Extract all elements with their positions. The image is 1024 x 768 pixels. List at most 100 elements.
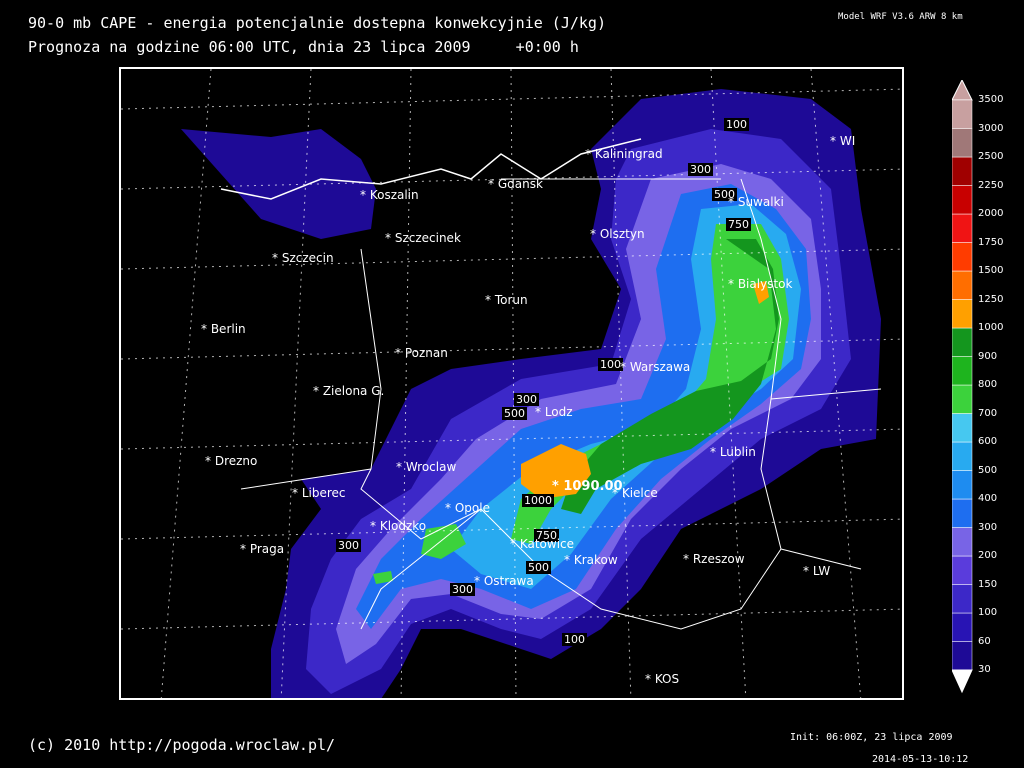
legend-level-label: 2250 bbox=[978, 179, 1004, 191]
map-grid bbox=[121, 69, 902, 698]
contour-label: 100 bbox=[562, 633, 587, 646]
city-name: Zielona G. bbox=[322, 384, 385, 398]
city-label: * Kaliningrad bbox=[585, 147, 663, 161]
city-label: * Lublin bbox=[710, 445, 756, 459]
init-time: Init: 06:00Z, 23 lipca 2009 bbox=[790, 732, 953, 743]
city-name: Torun bbox=[494, 293, 528, 307]
legend-level-label: 500 bbox=[978, 464, 998, 476]
city-label: * LW bbox=[803, 564, 831, 578]
city-name: Gdansk bbox=[497, 177, 543, 191]
city-label: * Zielona G. bbox=[313, 384, 385, 398]
legend-swatch bbox=[952, 441, 973, 471]
legend-swatch bbox=[952, 641, 973, 671]
city-label: * Praga bbox=[240, 542, 285, 556]
city-label: * Warszawa bbox=[620, 360, 691, 374]
city-name: Poznan bbox=[404, 346, 448, 360]
city-name: Opole bbox=[454, 501, 490, 515]
legend-swatch bbox=[952, 128, 973, 158]
color-legend: 30 60 100 150 200 300 400 500 600 700 800 900 1000 12… bbox=[952, 80, 1024, 695]
city-label: * Opole bbox=[445, 501, 490, 515]
legend-level-label: 600 bbox=[978, 436, 998, 447]
city-name: Praga bbox=[249, 542, 285, 556]
city-label: * Liberec bbox=[292, 486, 346, 500]
legend-swatch bbox=[952, 156, 973, 186]
city-label: * Katowice bbox=[510, 537, 575, 551]
contour-label: 300 bbox=[688, 163, 713, 176]
legend-level-label: 3500 bbox=[978, 94, 1004, 105]
city-name: Wroclaw bbox=[405, 460, 457, 474]
legend-level-label: 700 bbox=[978, 407, 998, 419]
legend-level-label: 2500 bbox=[978, 151, 1004, 162]
city-label: * Szczecin bbox=[272, 251, 334, 265]
city-label: * Klodzko bbox=[370, 519, 427, 533]
city-name: Kielce bbox=[621, 486, 658, 500]
contour-label: 750 bbox=[534, 529, 559, 542]
coastline bbox=[220, 138, 642, 200]
contour-label: 300 bbox=[514, 393, 539, 406]
legend-level-label: 60 bbox=[978, 635, 991, 647]
city-name: Koszalin bbox=[369, 188, 419, 202]
legend-level-label: 900 bbox=[978, 350, 998, 362]
cape-contour-30 bbox=[181, 129, 376, 239]
legend-swatch bbox=[952, 384, 973, 414]
legend-level-label: 1750 bbox=[978, 236, 1004, 248]
city-label: * Lodz bbox=[535, 405, 573, 419]
city-label: * Kielce bbox=[612, 486, 658, 500]
legend-overflow-arrow bbox=[952, 80, 973, 101]
city-name: Krakow bbox=[573, 553, 618, 567]
legend-level-label: 1000 bbox=[978, 322, 1004, 333]
legend-swatch bbox=[952, 498, 973, 528]
legend-swatch bbox=[952, 584, 973, 614]
city-label: * Szczecinek bbox=[385, 231, 461, 245]
legend-swatch bbox=[952, 327, 973, 357]
city-name: Rzeszow bbox=[692, 552, 745, 566]
city-label: * Torun bbox=[485, 293, 528, 307]
legend-level-label: 100 bbox=[978, 607, 998, 618]
legend-level-label: 3000 bbox=[978, 122, 1004, 134]
cape-green-ostrawa bbox=[373, 571, 393, 584]
city-label: * Suwalki bbox=[728, 195, 784, 209]
city-label: * Krakow bbox=[564, 553, 618, 567]
legend-level-label: 1250 bbox=[978, 293, 1004, 305]
city-label: * KOS bbox=[645, 672, 680, 686]
contour-label: 500 bbox=[526, 561, 551, 574]
contour-label: 300 bbox=[336, 539, 361, 552]
contour-label: 100 bbox=[598, 358, 623, 371]
render-timestamp: 2014-05-13-10:12 bbox=[872, 754, 969, 765]
city-name: Lodz bbox=[544, 405, 573, 419]
contour-label: 500 bbox=[712, 188, 737, 201]
cape-green-klodzko bbox=[421, 524, 466, 559]
legend-swatch bbox=[952, 555, 973, 585]
max-value: 1090.00 bbox=[563, 479, 623, 494]
chart-title: 90-0 mb CAPE - energia potencjalnie dost… bbox=[28, 14, 606, 32]
legend-bar bbox=[952, 80, 973, 694]
legend-swatch bbox=[952, 270, 973, 300]
city-name: Kaliningrad bbox=[594, 147, 663, 161]
city-name: Suwalki bbox=[737, 195, 784, 209]
city-name: KOS bbox=[654, 672, 680, 686]
city-name: Klodzko bbox=[379, 519, 427, 533]
city-name: Szczecinek bbox=[394, 231, 461, 245]
city-label: * Drezno bbox=[205, 454, 258, 468]
legend-swatch bbox=[952, 356, 973, 386]
contour-label: 300 bbox=[450, 583, 475, 596]
city-label: * Wroclaw bbox=[396, 460, 457, 474]
legend-swatch bbox=[952, 185, 973, 215]
legend-level-label: 800 bbox=[978, 379, 998, 390]
city-name: Liberec bbox=[301, 486, 346, 500]
cape-field bbox=[121, 69, 902, 698]
copyright: (c) 2010 http://pogoda.wroclaw.pl/ bbox=[28, 736, 336, 754]
legend-swatch bbox=[952, 299, 973, 329]
city-name: Szczecin bbox=[281, 251, 334, 265]
city-name: Drezno bbox=[214, 454, 258, 468]
legend-level-label: 30 bbox=[978, 664, 991, 675]
legend-level-label: 400 bbox=[978, 493, 998, 504]
city-label: * Bialystok bbox=[728, 277, 793, 291]
legend-swatch bbox=[952, 213, 973, 243]
legend-swatch bbox=[952, 242, 973, 272]
legend-level-label: 300 bbox=[978, 521, 998, 533]
city-name: Olsztyn bbox=[599, 227, 645, 241]
cape-contour-900 bbox=[561, 239, 779, 514]
city-name: Warszawa bbox=[629, 360, 691, 374]
city-label: * Gdansk bbox=[488, 177, 543, 191]
